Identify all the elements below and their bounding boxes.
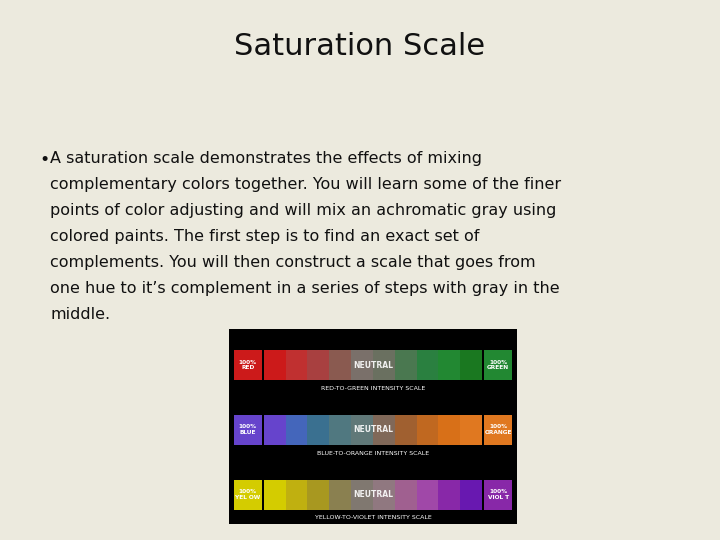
Text: NEUTRAL: NEUTRAL	[353, 426, 393, 434]
Text: 100%
BLUE: 100% BLUE	[239, 424, 257, 435]
Bar	[485, 350, 512, 380]
Text: NEUTRAL: NEUTRAL	[353, 490, 393, 499]
Text: complementary colors together. You will learn some of the finer: complementary colors together. You will …	[50, 177, 562, 192]
Bar	[264, 350, 286, 380]
Bar	[485, 415, 512, 445]
Text: Saturation Scale: Saturation Scale	[235, 32, 485, 62]
Bar	[395, 480, 417, 510]
Bar	[460, 480, 482, 510]
Bar	[438, 480, 460, 510]
Text: YELLOW-TO-VIOLET INTENSITY SCALE: YELLOW-TO-VIOLET INTENSITY SCALE	[315, 516, 431, 521]
Bar	[234, 350, 261, 380]
Bar	[307, 415, 329, 445]
Text: 100%
RED: 100% RED	[239, 360, 257, 370]
Bar	[234, 415, 261, 445]
Bar	[307, 350, 329, 380]
Bar	[264, 480, 286, 510]
Bar	[329, 350, 351, 380]
Text: one hue to it’s complement in a series of steps with gray in the: one hue to it’s complement in a series o…	[50, 281, 560, 296]
Bar	[438, 350, 460, 380]
Bar	[351, 480, 373, 510]
Bar	[395, 415, 417, 445]
Bar	[329, 480, 351, 510]
Text: NEUTRAL: NEUTRAL	[353, 361, 393, 369]
Text: 100%
ORANGE: 100% ORANGE	[485, 424, 512, 435]
Text: points of color adjusting and will mix an achromatic gray using: points of color adjusting and will mix a…	[50, 203, 557, 218]
Bar	[395, 350, 417, 380]
Bar	[460, 350, 482, 380]
Bar	[264, 415, 286, 445]
Bar	[460, 415, 482, 445]
Bar	[417, 415, 438, 445]
Text: •: •	[40, 151, 50, 169]
Bar	[329, 415, 351, 445]
Bar	[234, 480, 261, 510]
Bar	[417, 480, 438, 510]
Text: RED-TO-GREEN INTENSITY SCALE: RED-TO-GREEN INTENSITY SCALE	[321, 386, 425, 391]
Bar	[307, 480, 329, 510]
Bar	[351, 415, 373, 445]
Bar	[438, 415, 460, 445]
Text: 100%
VIOL T: 100% VIOL T	[487, 489, 508, 500]
Text: 100%
GREEN: 100% GREEN	[487, 360, 509, 370]
Text: BLUE-TO-ORANGE INTENSITY SCALE: BLUE-TO-ORANGE INTENSITY SCALE	[317, 451, 429, 456]
Text: complements. You will then construct a scale that goes from: complements. You will then construct a s…	[50, 255, 536, 270]
Bar	[417, 350, 438, 380]
Bar	[485, 480, 512, 510]
Bar	[373, 350, 395, 380]
Bar	[373, 415, 395, 445]
Bar	[373, 480, 395, 510]
Text: 100%
YEL OW: 100% YEL OW	[235, 489, 261, 500]
Bar	[351, 350, 373, 380]
Bar	[286, 480, 307, 510]
Bar	[286, 350, 307, 380]
Bar	[286, 415, 307, 445]
Text: middle.: middle.	[50, 307, 111, 322]
Text: colored paints. The first step is to find an exact set of: colored paints. The first step is to fin…	[50, 229, 480, 244]
Text: A saturation scale demonstrates the effects of mixing: A saturation scale demonstrates the effe…	[50, 151, 482, 166]
